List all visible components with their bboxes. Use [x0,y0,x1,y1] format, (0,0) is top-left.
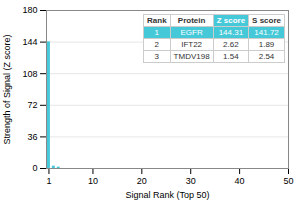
html-text:EGFR: EGFR [180,28,203,37]
svg-text:30: 30 [186,176,196,186]
svg-text:72: 72 [27,100,37,110]
html-text:2: 2 [154,40,159,49]
svg-text:180: 180 [22,5,37,15]
svg-text:50: 50 [283,176,293,186]
svg-text:1: 1 [46,176,51,186]
svg-text:0: 0 [32,163,37,173]
html-text:2.54: 2.54 [258,52,275,61]
html-text:1.89: 1.89 [258,40,275,49]
svg-text:10: 10 [88,176,98,186]
svg-text:144: 144 [22,37,37,47]
html-text:3: 3 [154,52,159,61]
svg-text:40: 40 [235,176,245,186]
svg-text:20: 20 [137,176,147,186]
html-text:S score: S score [252,16,281,25]
html-text:144.31: 144.31 [218,28,244,37]
svg-text:Signal Rank (Top 50): Signal Rank (Top 50) [125,190,209,200]
svg-text:108: 108 [22,69,37,79]
html-text:IFT22: IFT22 [181,40,203,49]
html-text:2.62: 2.62 [223,40,239,49]
html-text:Rank: Rank [147,16,167,25]
html-text:Protein: Protein [177,16,206,25]
html-text:141.72: 141.72 [254,28,279,37]
svg-text:36: 36 [27,132,37,142]
svg-text:Strength of Signal (Z score): Strength of Signal (Z score) [2,34,12,144]
html-text:Z score: Z score [216,16,246,25]
html-text:1.54: 1.54 [223,52,239,61]
html-text:1: 1 [154,28,159,37]
html-text:TMDV198: TMDV198 [173,52,210,61]
